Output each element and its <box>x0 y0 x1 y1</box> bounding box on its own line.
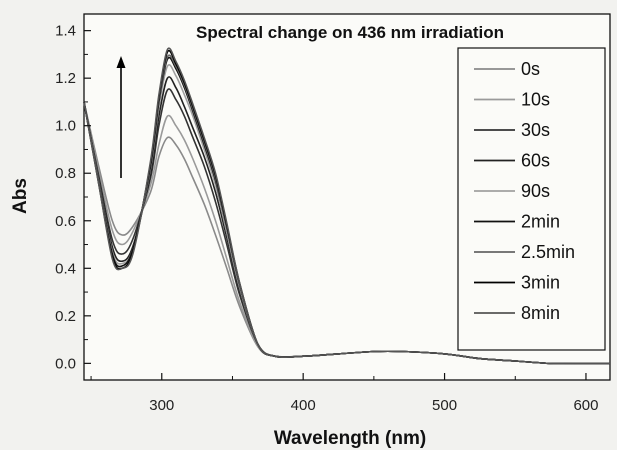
legend-label: 2min <box>521 212 560 232</box>
y-axis-title: Abs <box>10 178 31 214</box>
chart-title: Spectral change on 436 nm irradiation <box>196 23 504 42</box>
axes-layer: 300 400 500 600 0.0 0.2 0.4 0.6 0.8 1.0 1.2 1.4 <box>55 23 598 414</box>
y-tick-label: 0.8 <box>55 165 76 182</box>
legend-label: 30s <box>521 120 550 140</box>
y-tick-label: 1.0 <box>55 118 76 135</box>
legend-label: 2.5min <box>521 242 575 262</box>
y-tick-label: 0.6 <box>55 213 76 230</box>
legend-box <box>457 47 606 351</box>
legend-label: 8min <box>521 303 560 323</box>
legend-label: 10s <box>521 90 550 110</box>
irradiation-arrow <box>116 56 126 178</box>
y-tick-label: 0.4 <box>55 260 76 277</box>
y-tick-label: 0.2 <box>55 308 76 325</box>
y-tick-label: 0.0 <box>55 355 76 372</box>
legend-label: 0s <box>521 59 540 79</box>
x-tick-label: 400 <box>291 397 316 414</box>
arrow-head <box>116 56 126 68</box>
series-layer <box>83 47 610 365</box>
x-axis-title: Wavelength (nm) <box>274 428 426 449</box>
series-line-8min <box>83 47 610 365</box>
x-tick-label: 300 <box>149 397 174 414</box>
y-tick-label: 1.4 <box>55 23 76 40</box>
legend-label: 3min <box>521 273 560 293</box>
legend: 0s 10s 30s 60s 90s 2min 2.5min 3min 8min <box>457 47 606 351</box>
legend-label: 90s <box>521 181 550 201</box>
legend-label: 60s <box>521 151 550 171</box>
y-tick-label: 1.2 <box>55 70 76 87</box>
x-tick-label: 600 <box>573 397 598 414</box>
x-tick-label: 500 <box>432 397 457 414</box>
